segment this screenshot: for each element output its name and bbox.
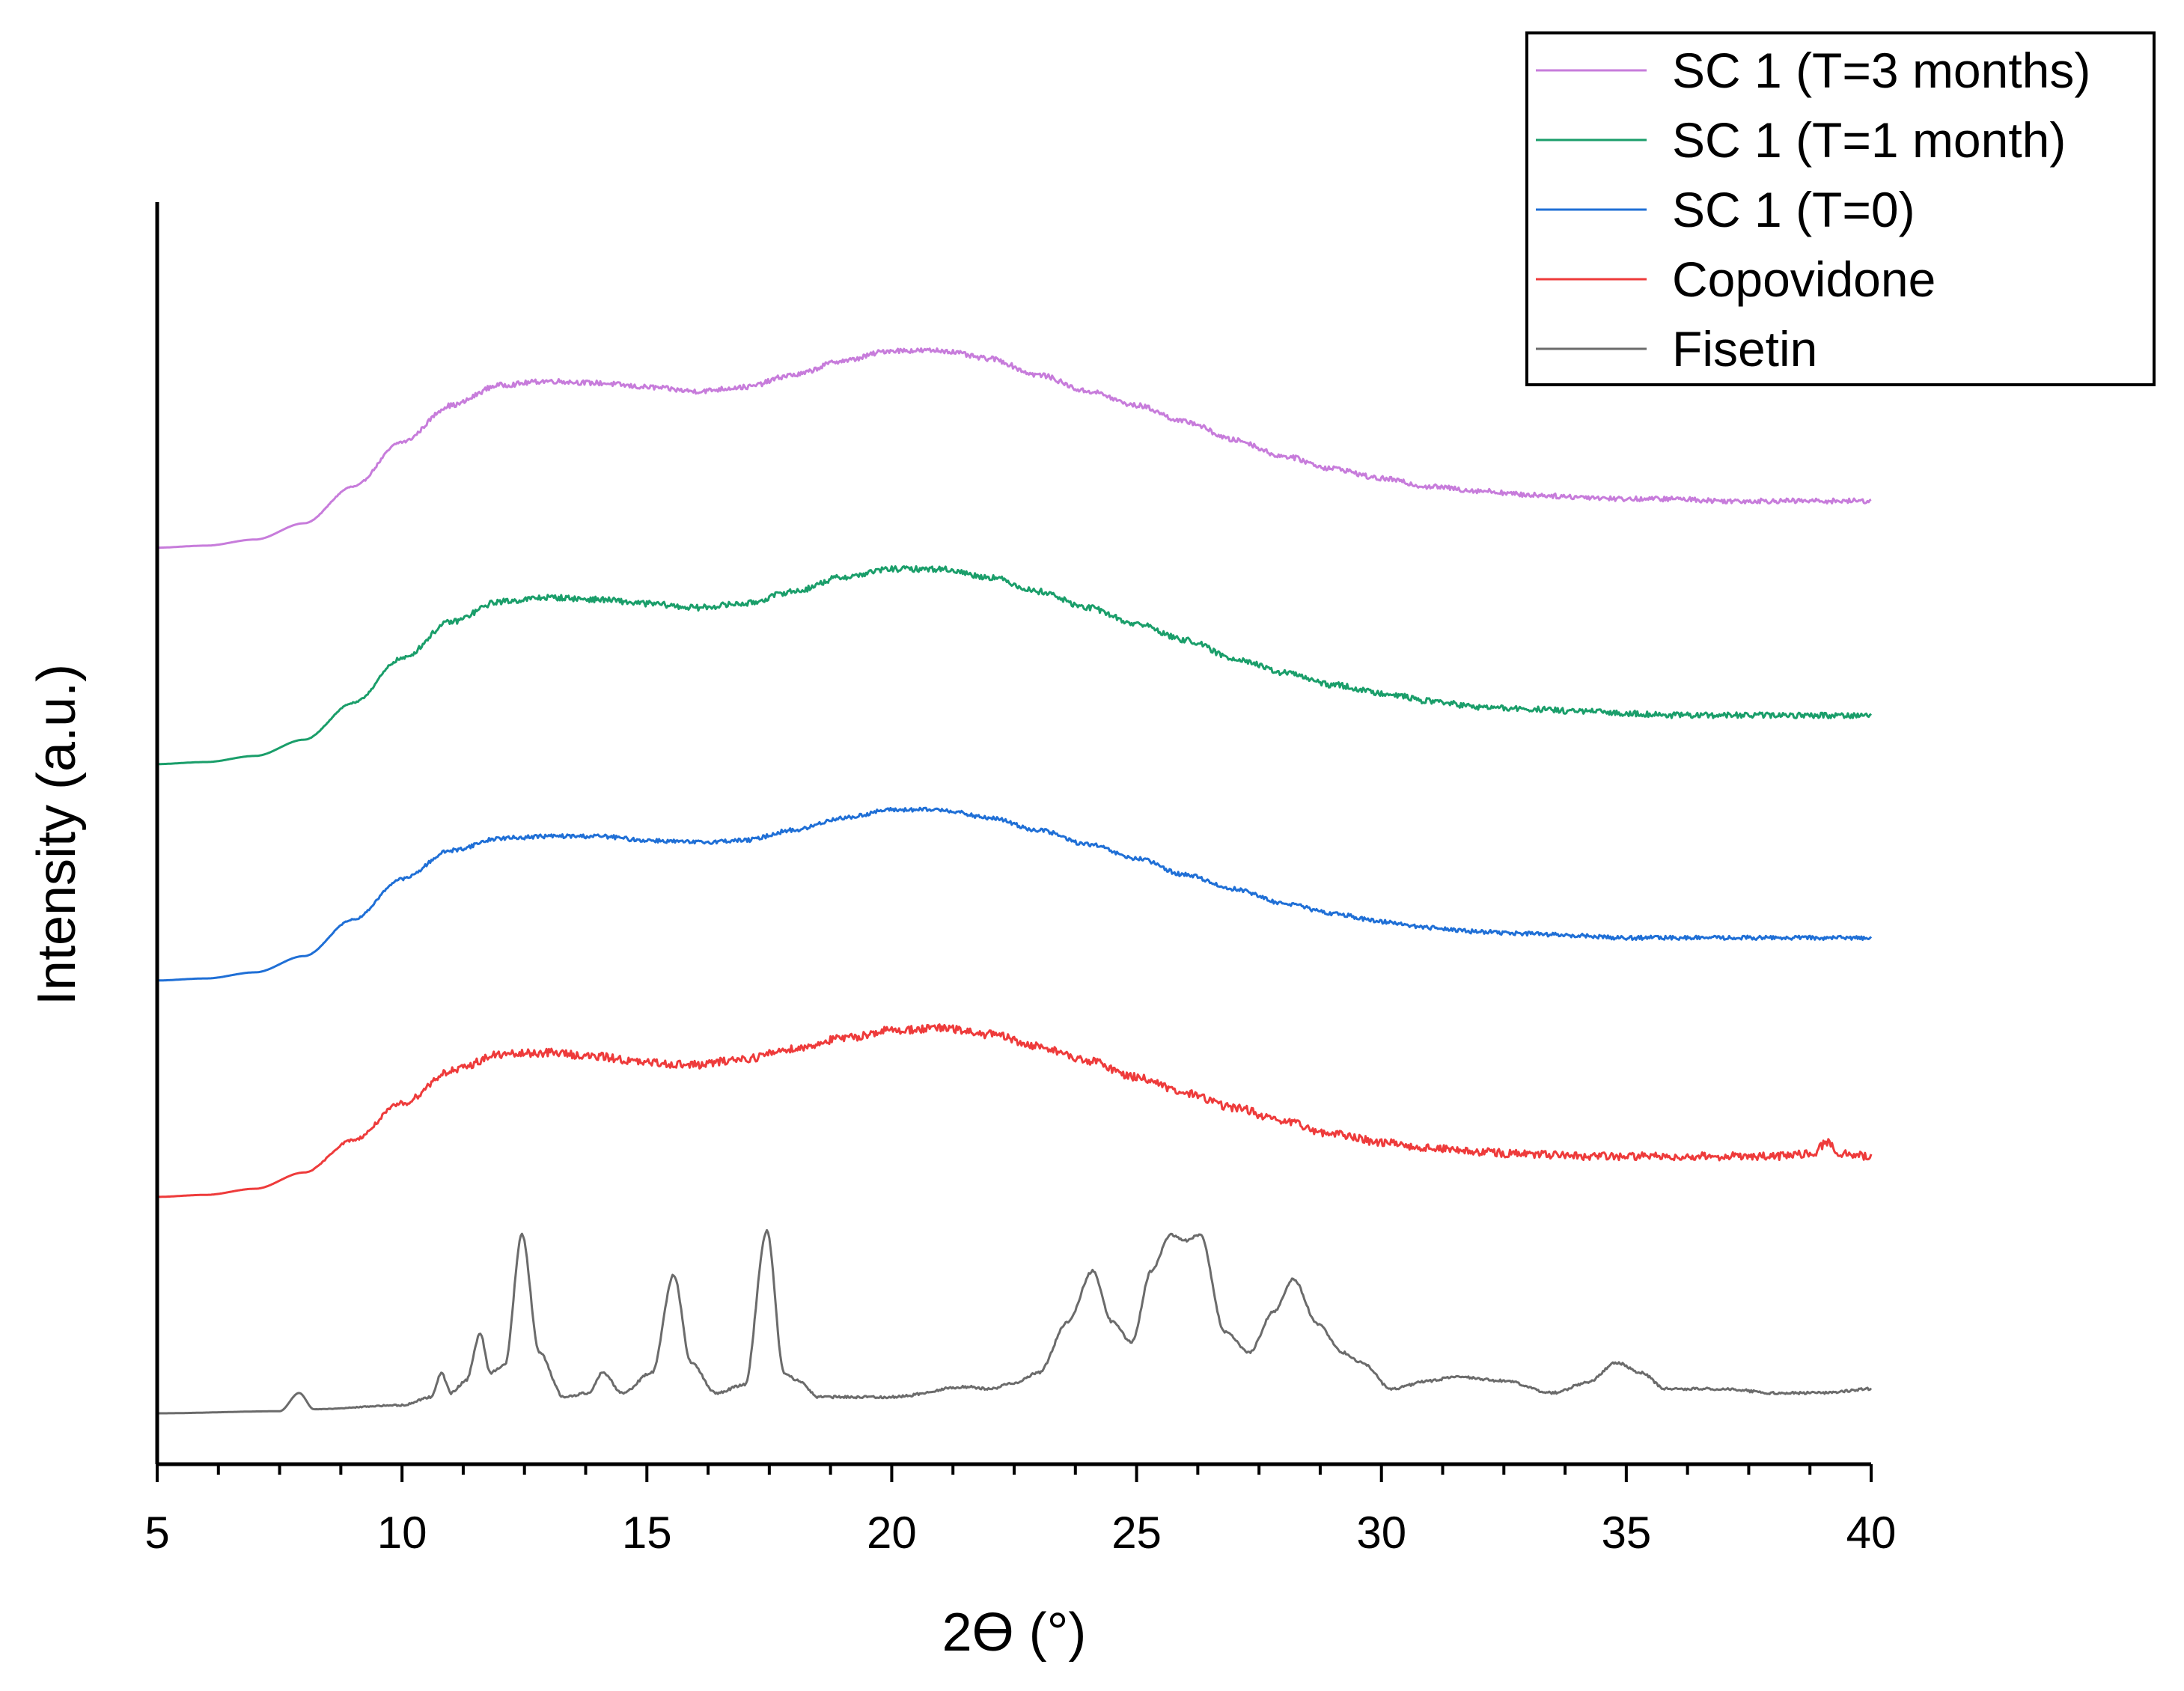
x-tick-label: 35: [1601, 1508, 1651, 1558]
series-line-3: [157, 1023, 1873, 1198]
legend-items: SC 1 (T=3 months) SC 1 (T=1 month) SC 1 (T…: [1536, 43, 2090, 377]
series-line-2: [157, 806, 1873, 982]
legend: SC 1 (T=3 months) SC 1 (T=1 month) SC 1 (T…: [1525, 31, 2156, 386]
legend-label: Copovidone: [1672, 252, 1936, 307]
x-tick-label: 25: [1111, 1508, 1162, 1558]
series-line-1: [157, 565, 1873, 766]
series-line-0: [157, 347, 1872, 549]
x-tick-label: 10: [377, 1508, 427, 1558]
legend-label: SC 1 (T=1 month): [1672, 112, 2066, 168]
x-axis-title: 2ϴ (°): [942, 1603, 1087, 1663]
series-group: [157, 347, 1873, 1415]
x-tick-label: 5: [144, 1508, 169, 1558]
legend-label: SC 1 (T=3 months): [1672, 43, 2090, 98]
legend-label: Fisetin: [1672, 321, 1817, 377]
x-tick-label: 30: [1356, 1508, 1406, 1558]
legend-label: SC 1 (T=0): [1672, 182, 1915, 237]
x-tick-label: 15: [622, 1508, 672, 1558]
x-tick-label: 20: [867, 1508, 917, 1558]
x-tick-label: 40: [1846, 1508, 1897, 1558]
series-line-4: [157, 1228, 1873, 1415]
y-axis-title: Intensity (a.u.): [27, 664, 87, 1005]
x-ticks: 5 10 15 20 25 30 35 40: [144, 1464, 1896, 1558]
